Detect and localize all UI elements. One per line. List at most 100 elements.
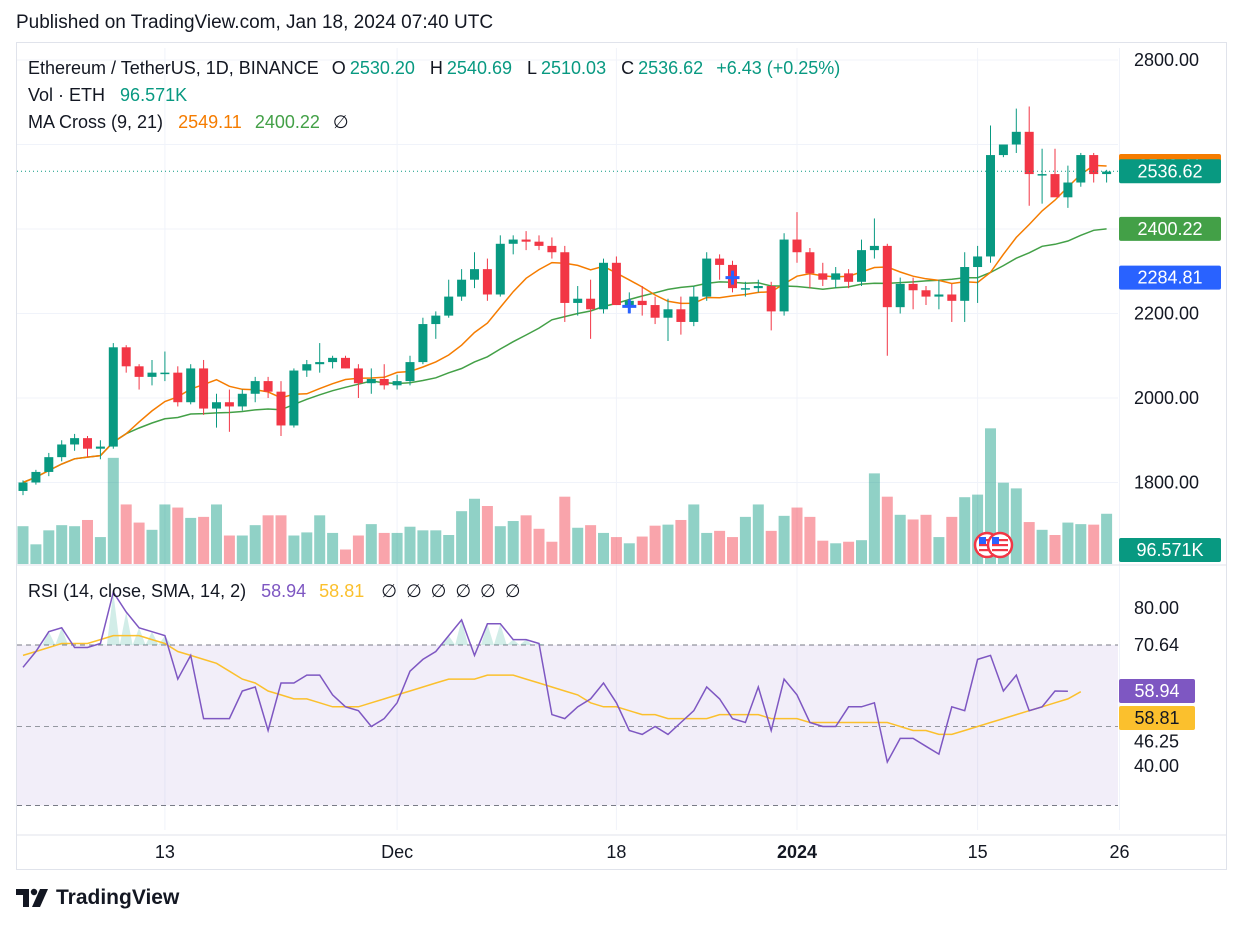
volume-bar <box>494 526 506 564</box>
volume-bar <box>868 473 880 564</box>
volume-bar <box>288 535 300 564</box>
rsi-hidden-icon[interactable]: ∅ <box>455 581 472 601</box>
candle-body <box>263 381 273 392</box>
volume-bar <box>1036 529 1048 564</box>
volume-bar <box>249 525 261 564</box>
candle-body <box>521 239 531 242</box>
volume-bar <box>997 482 1009 564</box>
volume-bar <box>959 497 971 564</box>
candle-body <box>792 239 802 253</box>
candle-body <box>405 362 415 382</box>
volume-bar <box>675 519 687 564</box>
flag-canton <box>979 537 986 544</box>
rsi-label[interactable]: RSI (14, close, SMA, 14, 2) <box>28 581 247 601</box>
volume-bar <box>830 543 842 564</box>
volume-bar <box>391 532 403 564</box>
candle-body <box>18 482 28 491</box>
volume-bar <box>56 525 68 564</box>
candle-body <box>1063 182 1073 198</box>
candle-body <box>650 305 660 318</box>
candle-body <box>973 256 983 268</box>
volume-bar <box>378 532 390 564</box>
volume-bar <box>1023 522 1035 564</box>
candle-body <box>573 298 583 303</box>
volume-bar <box>314 515 326 564</box>
rsi-hidden-icon[interactable]: ∅ <box>480 581 496 601</box>
high-value: 2540.69 <box>446 58 512 78</box>
rsi-tick-label: 40.00 <box>1134 756 1179 776</box>
candle-body <box>302 364 312 371</box>
volume-bar <box>765 530 777 564</box>
volume-bar <box>636 536 648 564</box>
tradingview-logo[interactable]: TradingView <box>16 886 179 910</box>
rsi-value: 58.94 <box>261 581 307 601</box>
candle-body <box>121 347 131 367</box>
us-flag-event-icon <box>986 531 1014 559</box>
volume-bar <box>933 537 945 564</box>
candle-body <box>482 269 492 295</box>
volume-bar <box>778 515 790 564</box>
date-tick-label: 18 <box>606 842 626 862</box>
price-tick-label: 2800.00 <box>1134 50 1199 70</box>
volume-bar <box>894 514 906 564</box>
candle-body <box>212 402 221 409</box>
ma-fast-value: 2549.11 <box>178 112 242 132</box>
candle-body <box>1089 155 1099 175</box>
candle-body <box>611 262 621 306</box>
volume-bar <box>481 506 493 564</box>
volume-bar <box>946 516 958 564</box>
candle-body <box>740 288 750 290</box>
volume-bar <box>662 524 674 564</box>
flag-stripe <box>992 549 1008 552</box>
candle-body <box>882 245 892 308</box>
volume-bar <box>881 496 893 564</box>
candle-body <box>44 457 54 472</box>
date-tick-label: Dec <box>381 842 413 862</box>
rsi-hidden-icon[interactable]: ∅ <box>405 581 422 601</box>
rsi-tick-label: 46.25 <box>1134 731 1179 751</box>
rsi-hidden-icon[interactable]: ∅ <box>381 581 397 601</box>
rsi-hidden-icon[interactable]: ∅ <box>430 581 447 601</box>
flag-stripe <box>992 544 1008 547</box>
volume-bar <box>430 530 442 564</box>
candle-body <box>328 357 338 363</box>
high-label: H <box>429 58 443 78</box>
volume-bar <box>236 535 248 564</box>
candle-body <box>418 324 428 363</box>
candle-body <box>160 372 170 375</box>
candle-body <box>173 372 183 403</box>
volume-bar <box>301 532 313 564</box>
candle-body <box>857 250 866 282</box>
flag-stripe <box>992 539 1008 542</box>
volume-bar <box>443 535 455 564</box>
candle-body <box>31 471 41 483</box>
candle-body <box>689 296 699 322</box>
rsi-hidden-icon[interactable]: ∅ <box>504 581 521 601</box>
candle-body <box>276 391 286 426</box>
rsi-line <box>22 590 1068 765</box>
open-value: 2530.20 <box>349 58 415 78</box>
ma-hidden-icon[interactable]: ∅ <box>332 112 349 132</box>
rsi-badge-label: 58.94 <box>1134 681 1179 701</box>
candle-body <box>663 309 673 318</box>
candle-body <box>470 269 479 280</box>
candle-body <box>444 296 454 316</box>
volume-bar <box>120 504 132 564</box>
volume-label[interactable]: Vol · ETH <box>28 85 106 105</box>
rsi-tick-label: 70.64 <box>1134 635 1179 655</box>
volume-bar <box>146 529 158 564</box>
rsi-badge-label: 58.81 <box>1134 708 1179 728</box>
candle-body <box>599 262 608 310</box>
candle-body <box>95 446 105 449</box>
volume-bar <box>275 515 287 564</box>
volume-bar <box>17 526 29 564</box>
ma-cross-label[interactable]: MA Cross (9, 21) <box>28 112 164 132</box>
candle-series <box>18 106 1112 496</box>
close-value: 2536.62 <box>638 58 704 78</box>
close-label: C <box>621 58 635 78</box>
chart-frame <box>16 42 1227 870</box>
symbol-label[interactable]: Ethereum / TetherUS, 1D, BINANCE <box>28 58 319 78</box>
volume-bar <box>520 515 532 564</box>
low-label: L <box>527 58 538 78</box>
